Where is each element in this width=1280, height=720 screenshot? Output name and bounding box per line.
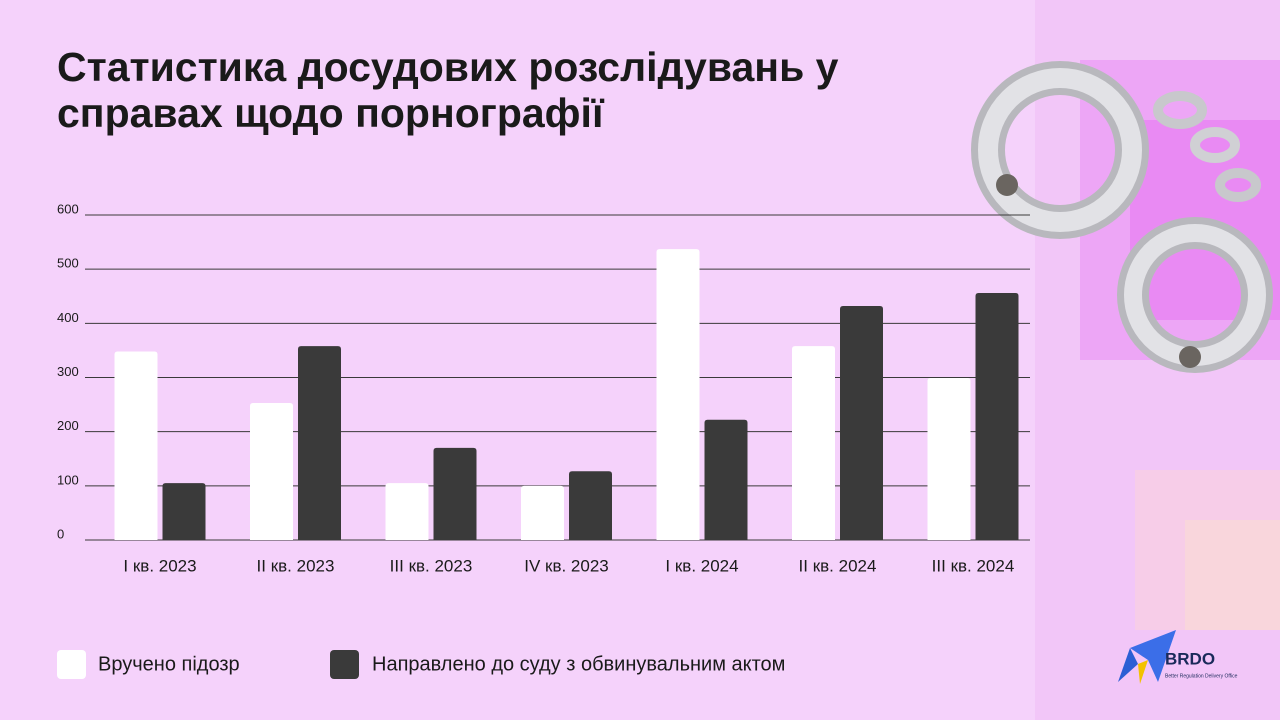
bar [114,351,158,540]
brand-name: BRDO [1165,649,1215,668]
bar [250,402,293,540]
legend-swatch [57,650,86,679]
y-tick-label: 300 [57,364,79,379]
legend-label: Вручено підозр [98,653,240,675]
bar [656,249,700,540]
x-tick-label: IV кв. 2023 [524,556,609,575]
x-tick-label: I кв. 2024 [665,556,738,575]
chart-title: Статистика досудових розслідувань у спра… [57,44,839,136]
x-tick-label: II кв. 2023 [257,556,335,575]
legend-swatch [330,650,359,679]
y-tick-label: 100 [57,472,79,487]
bar [521,485,564,540]
bar [569,471,612,540]
bar [433,447,477,540]
x-tick-label: III кв. 2024 [932,556,1015,575]
brand-tagline: Better Regulation Delivery Office [1165,673,1238,679]
legend: Вручено підозр Направлено до суду з обви… [57,650,785,679]
brand-logo: BRDO Better Regulation Delivery Office [1118,630,1238,684]
y-tick-label: 200 [57,418,79,433]
bar [792,346,835,540]
bar [975,293,1019,540]
bar [298,346,341,540]
handcuffs-illustration [971,61,1273,373]
y-tick-label: 500 [57,256,79,271]
x-tick-label: I кв. 2023 [123,556,196,575]
bar [927,378,971,540]
y-tick-label: 400 [57,310,79,325]
x-tick-label: III кв. 2023 [390,556,473,575]
x-tick-label: II кв. 2024 [799,556,877,575]
bar [162,483,206,540]
legend-label: Направлено до суду з обвинувальним актом [372,653,785,675]
y-tick-label: 0 [57,526,64,541]
bar [385,483,429,540]
bar [704,419,748,540]
y-tick-label: 600 [57,201,79,216]
bar [840,306,883,540]
